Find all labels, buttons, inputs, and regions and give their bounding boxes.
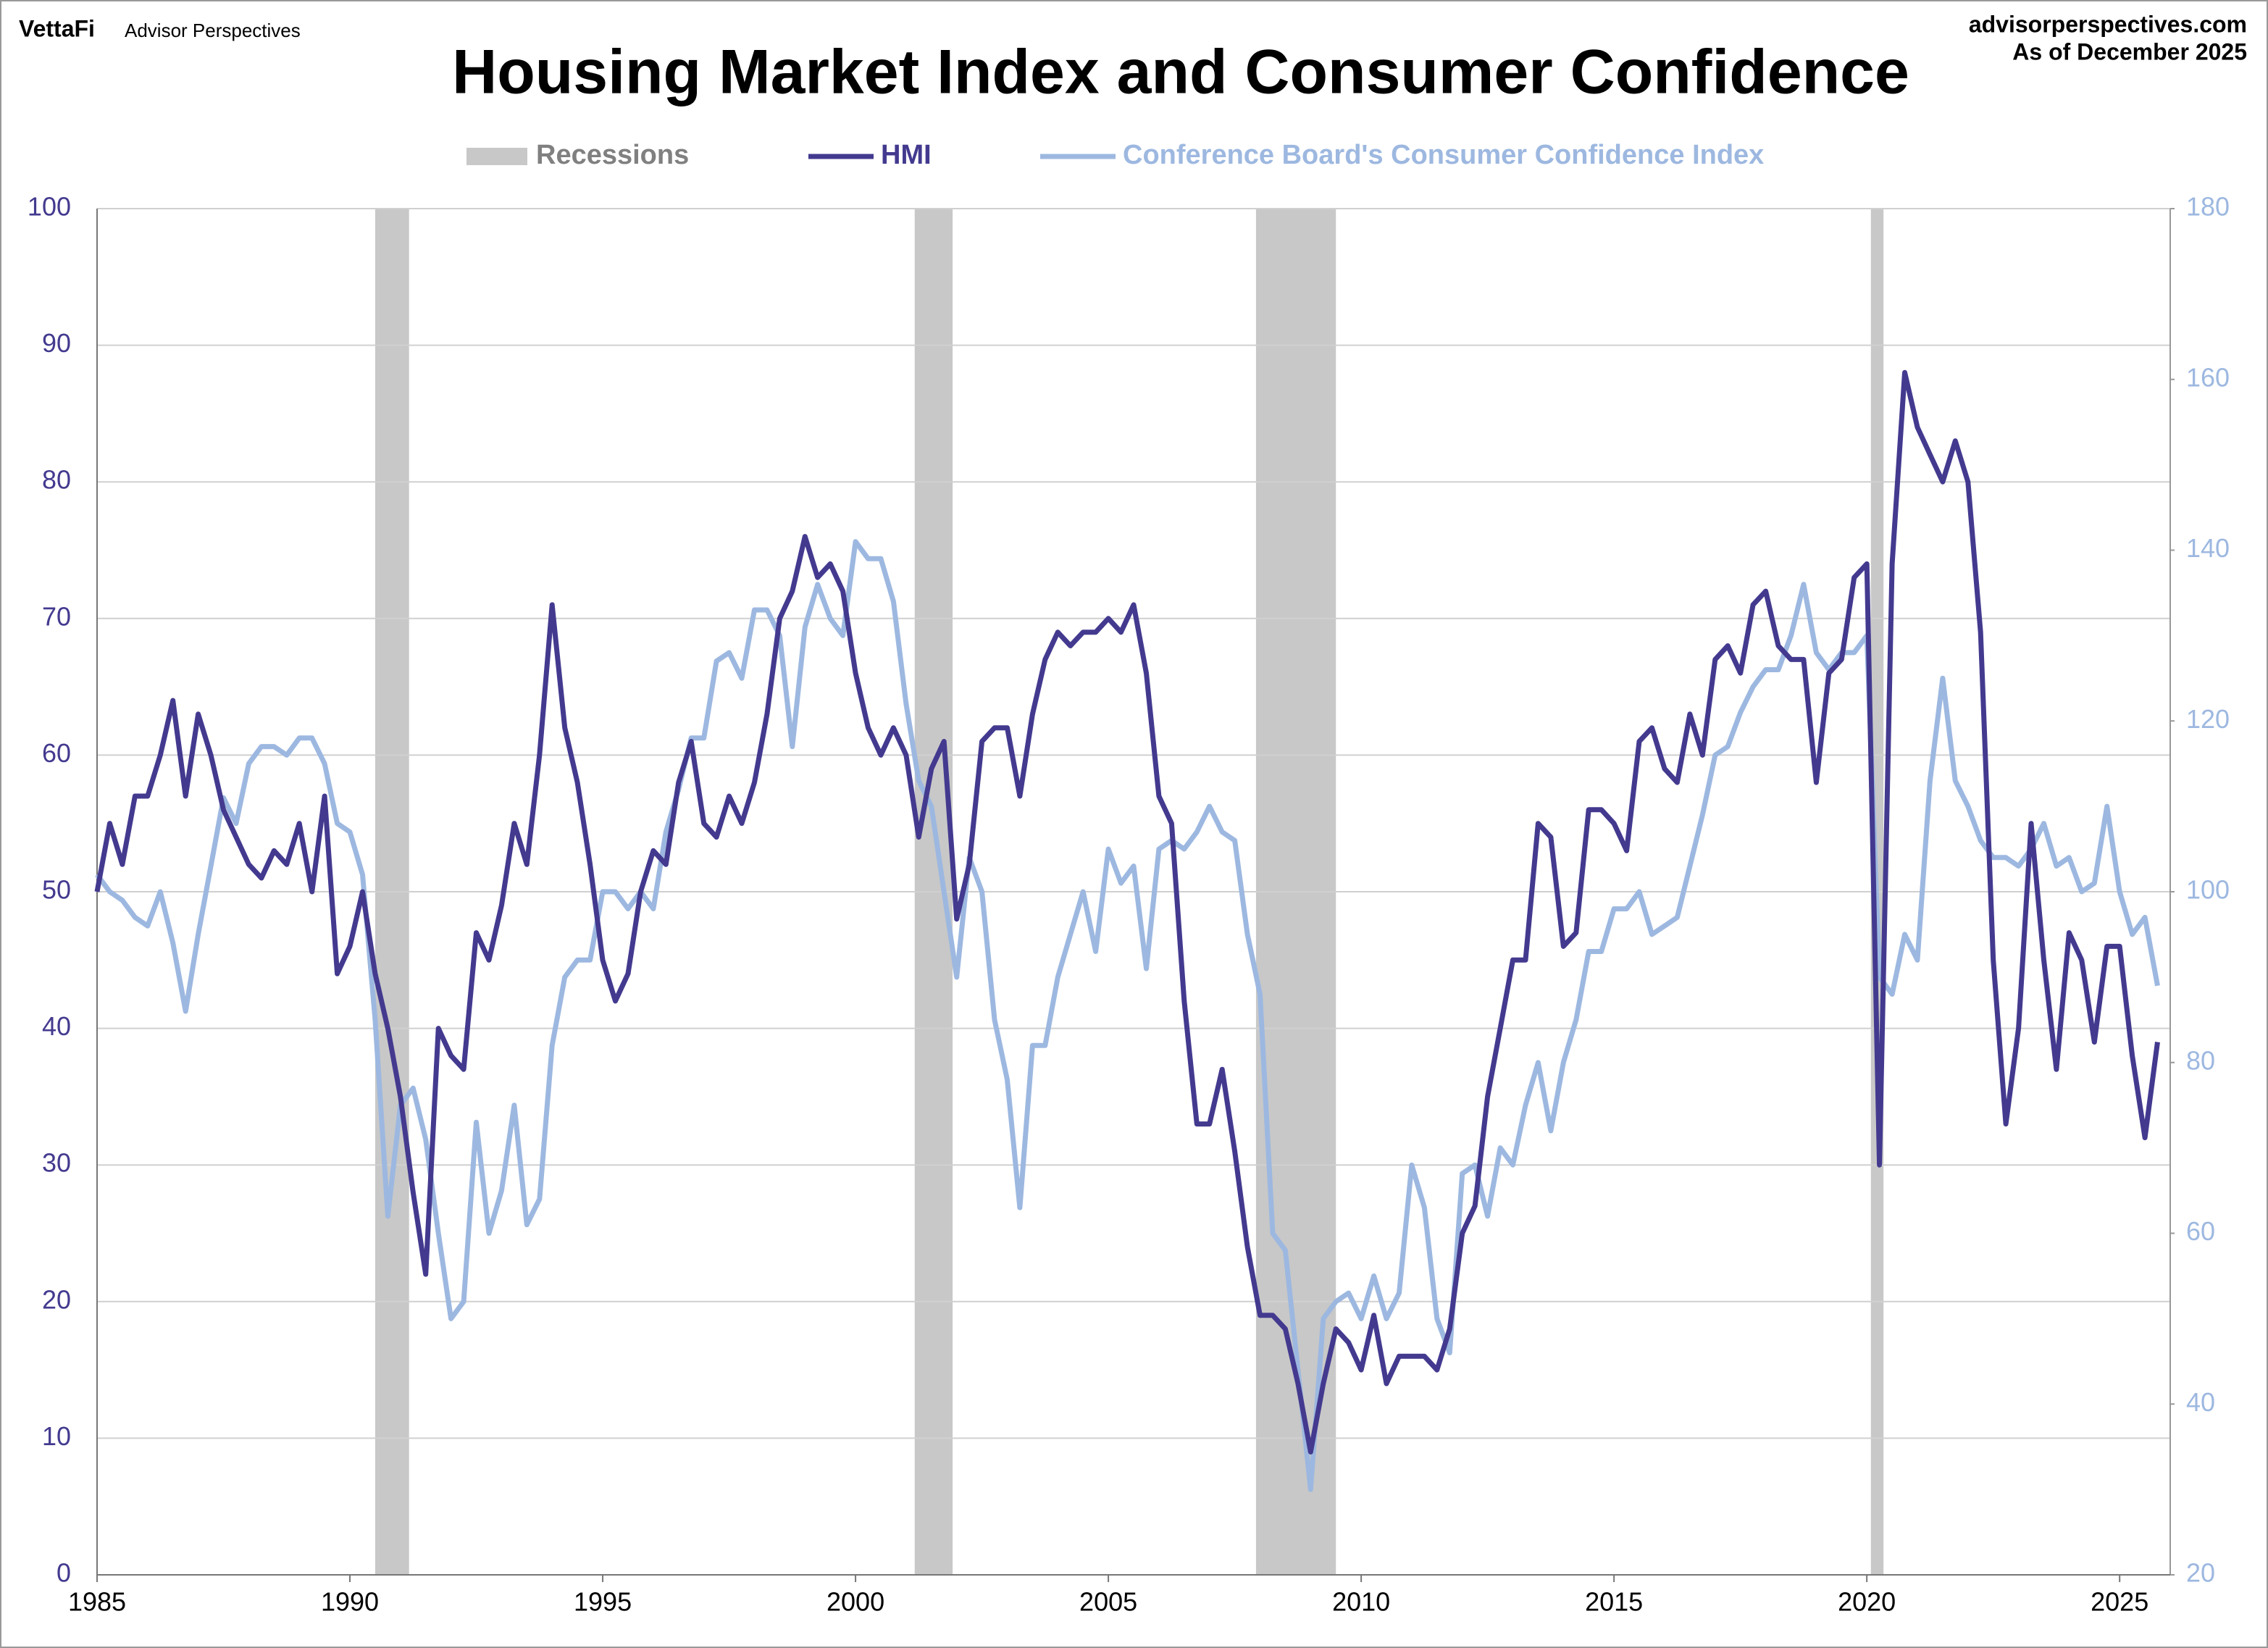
y-tick-label: 70 bbox=[42, 601, 71, 631]
chart-title: Housing Market Index and Consumer Confid… bbox=[452, 38, 1909, 107]
y-tick-label: 0 bbox=[57, 1558, 71, 1588]
y-tick-label: 100 bbox=[28, 192, 71, 222]
y2-tick-label: 120 bbox=[2186, 704, 2230, 734]
y2-tick-label: 180 bbox=[2186, 192, 2230, 222]
y2-tick-label: 40 bbox=[2186, 1387, 2215, 1417]
x-tick-label: 2005 bbox=[1079, 1587, 1137, 1617]
site: advisorperspectives.com bbox=[1969, 11, 2247, 37]
y-tick-label: 50 bbox=[42, 875, 71, 905]
legend-swatch bbox=[466, 148, 527, 165]
sub-brand: Advisor Perspectives bbox=[125, 20, 301, 41]
x-tick-label: 1985 bbox=[68, 1587, 126, 1617]
x-tick-label: 1990 bbox=[321, 1587, 379, 1617]
date: As of December 2025 bbox=[2012, 38, 2247, 64]
x-tick-label: 2015 bbox=[1585, 1587, 1643, 1617]
y2-tick-label: 100 bbox=[2186, 875, 2230, 905]
x-tick-label: 2010 bbox=[1332, 1587, 1390, 1617]
x-tick-label: 2000 bbox=[827, 1587, 884, 1617]
series-line bbox=[95, 539, 2160, 1492]
x-tick-label: 2025 bbox=[2091, 1587, 2148, 1617]
legend-label: Conference Board's Consumer Confidence I… bbox=[1123, 140, 1764, 170]
legend-label: HMI bbox=[881, 140, 932, 170]
y-tick-label: 30 bbox=[42, 1148, 71, 1178]
y2-tick-label: 160 bbox=[2186, 362, 2230, 392]
y2-tick-label: 60 bbox=[2186, 1216, 2215, 1246]
y2-tick-label: 20 bbox=[2186, 1558, 2215, 1588]
series-line bbox=[94, 369, 2160, 1455]
y-tick-label: 80 bbox=[42, 465, 71, 495]
y-tick-label: 10 bbox=[42, 1421, 71, 1451]
y-tick-label: 60 bbox=[42, 738, 71, 768]
y2-tick-label: 140 bbox=[2186, 533, 2230, 563]
brand: VettaFi bbox=[19, 15, 95, 41]
y-tick-label: 90 bbox=[42, 328, 71, 358]
y-tick-label: 20 bbox=[42, 1284, 71, 1314]
legend-label: Recessions bbox=[536, 140, 689, 170]
x-tick-label: 2020 bbox=[1838, 1587, 1896, 1617]
x-tick-label: 1995 bbox=[574, 1587, 632, 1617]
y-tick-label: 40 bbox=[42, 1011, 71, 1041]
y2-tick-label: 80 bbox=[2186, 1045, 2215, 1075]
